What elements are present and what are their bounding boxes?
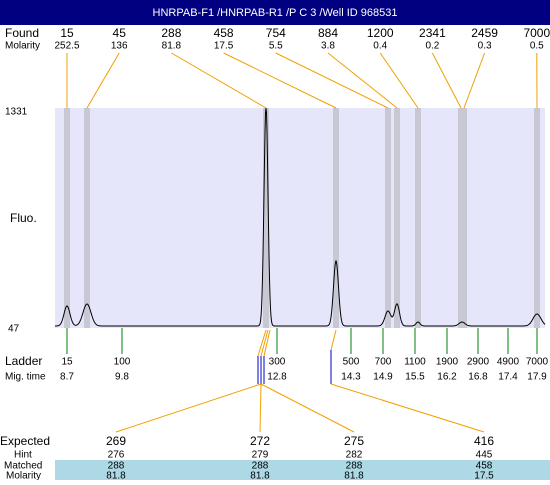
band (534, 108, 540, 328)
hint-value: 445 (476, 450, 493, 461)
link-line (331, 384, 484, 432)
found-size: 7000 (523, 26, 550, 40)
band (333, 108, 339, 328)
mig-time: 14.9 (373, 372, 393, 383)
found-molarity: 5.5 (269, 41, 283, 52)
ladder-size: 100 (114, 357, 131, 368)
axis-label: Fluo. (10, 211, 37, 225)
found-size: 1200 (367, 26, 394, 40)
link-line (464, 53, 485, 108)
ladder-size: 300 (269, 357, 286, 368)
hint-value: 276 (108, 450, 125, 461)
found-molarity: 0.4 (373, 41, 387, 52)
link-line (260, 384, 261, 432)
mig-time: 12.8 (267, 372, 287, 383)
ladder-size: 700 (375, 357, 392, 368)
expected-label: Expected (0, 434, 50, 448)
found-size: 2459 (471, 26, 498, 40)
expected-value: 272 (250, 434, 270, 448)
plot-area (55, 108, 545, 328)
found-size: 45 (113, 26, 127, 40)
expected-value: 416 (474, 434, 494, 448)
ladder-size: 1900 (436, 357, 459, 368)
ladder-size: 15 (61, 357, 73, 368)
mig-time: 17.9 (527, 372, 547, 383)
link-line (261, 384, 354, 432)
molarity-label: Molarity (5, 41, 40, 52)
ladder-size: 1100 (404, 357, 426, 368)
link-line (432, 53, 461, 108)
expected-molarity: 81.8 (344, 471, 364, 480)
expected-molarity: 17.5 (474, 471, 494, 480)
mig-time: 15.5 (405, 372, 425, 383)
mig-time: 14.3 (341, 372, 361, 383)
hint-label: Hint (14, 450, 32, 461)
found-molarity: 17.5 (214, 41, 234, 52)
hint-value: 282 (346, 450, 363, 461)
found-molarity: 0.3 (478, 41, 492, 52)
link-line (87, 53, 119, 108)
link-line (331, 330, 336, 350)
hint-value: 279 (252, 450, 269, 461)
mig-time: 9.8 (115, 372, 129, 383)
link-line (276, 53, 388, 108)
expected-value: 269 (106, 434, 126, 448)
ladder-size: 4900 (497, 357, 520, 368)
expected-molarity-label: Molarity (6, 471, 41, 480)
link-line (328, 53, 397, 108)
band (385, 108, 391, 328)
found-size: 2341 (419, 26, 446, 40)
link-line (224, 53, 336, 108)
ladder-size: 500 (343, 357, 360, 368)
found-size: 754 (266, 26, 286, 40)
band (415, 108, 421, 328)
found-size: 288 (161, 26, 181, 40)
found-molarity: 252.5 (54, 41, 79, 52)
ladder-size: 7000 (526, 357, 549, 368)
mig-time: 8.7 (60, 372, 74, 383)
band (461, 108, 467, 328)
mig-time: 16.2 (437, 372, 457, 383)
found-molarity: 3.8 (321, 41, 335, 52)
mig-label: Mig. time (5, 372, 46, 383)
found-molarity: 0.2 (425, 41, 439, 52)
band (84, 108, 90, 328)
title: HNRPAB-F1 /HNRPAB-R1 /P C 3 /Well ID 968… (153, 7, 398, 19)
expected-molarity: 81.8 (106, 471, 126, 480)
y-bottom-label: 47 (8, 324, 20, 335)
found-size: 458 (214, 26, 234, 40)
found-molarity: 136 (111, 41, 128, 52)
link-line (116, 384, 261, 432)
found-molarity: 0.5 (530, 41, 544, 52)
ladder-label: Ladder (5, 354, 42, 368)
found-size: 15 (60, 26, 74, 40)
expected-molarity: 81.8 (250, 471, 270, 480)
band (394, 108, 400, 328)
mig-time: 16.8 (468, 372, 488, 383)
found-molarity: 81.8 (162, 41, 182, 52)
found-label: Found (5, 26, 39, 40)
expected-value: 275 (344, 434, 364, 448)
link-line (171, 53, 266, 108)
ladder-size: 2900 (467, 357, 490, 368)
band (64, 108, 70, 328)
found-size: 884 (318, 26, 338, 40)
mig-time: 17.4 (498, 372, 518, 383)
y-top-label: 1331 (5, 107, 28, 118)
